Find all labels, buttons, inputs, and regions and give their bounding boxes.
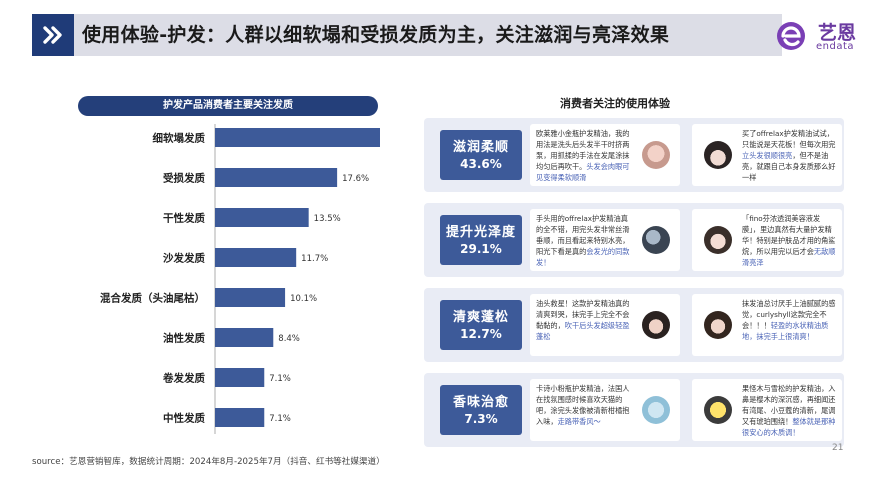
avatar xyxy=(704,396,732,424)
panel-label-text: 香味治愈 xyxy=(452,395,509,410)
review-text: 买了offrelax护发精油试试，只能说是天花板！但每次用完立头发很顺很亮，但不… xyxy=(742,129,836,182)
bar xyxy=(215,248,297,267)
experience-panel-fragrance: 香味治愈 7.3% 卡诗小粉瓶护发精油，法国人在找氛围感时候喜欢天猫的吧，涂完头… xyxy=(424,373,844,447)
section-heading: 消费者关注的使用体验 xyxy=(560,97,670,110)
avatar xyxy=(642,141,670,169)
review-text: 欧莱雅小金瓶护发精油，我的用法是洗头后头发半干时挤两泵，用抓揉的手法在发尾涂抹均… xyxy=(536,129,630,182)
panel-label: 滋润柔顺 43.6% xyxy=(440,130,522,180)
panel-label-percent: 29.1% xyxy=(460,242,502,256)
avatar xyxy=(642,396,670,424)
avatar xyxy=(642,311,670,339)
panel-label-percent: 7.3% xyxy=(464,412,498,426)
panel-label-text: 提升光泽度 xyxy=(445,225,516,240)
review-text: 果怪木与雪松的护发精油，入鼻是樱木的深沉感，再细闻还有湾尾、小豆蔻的清新，尾调又… xyxy=(742,384,836,437)
experience-panel-shine: 提升光泽度 29.1% 手头用的offrelax护发精油真的全不错，用完头发非常… xyxy=(424,203,844,277)
review-card: 抹发油总讨厌手上油腻腻的感觉，curlyshyll这款完全不会！！！轻盈的水状精… xyxy=(692,294,842,356)
review-card: 卡诗小粉瓶护发精油，法国人在找氛围感时候喜欢天猫的吧，涂完头发像被清新柑橘抱入味… xyxy=(530,379,680,441)
review-card: 油头救星！这款护发精油真的清爽到哭，抹完手上完全不会黏黏的，吹干后头发超级轻盈蓬… xyxy=(530,294,680,356)
review-text: 抹发油总讨厌手上油腻腻的感觉，curlyshyll这款完全不会！！！轻盈的水状精… xyxy=(742,299,836,341)
avatar xyxy=(704,311,732,339)
review-text: 手头用的offrelax护发精油真的全不错，用完头发非常丝滑垂顺，而且看起来特别… xyxy=(536,214,630,267)
hair-type-bar-chart: 细软塌发质24.5%受损发质17.6%干性发质13.5%沙发发质11.7%混合发… xyxy=(100,124,380,434)
chart-title: 护发产品消费者主要关注发质 xyxy=(78,96,378,116)
panel-label-text: 滋润柔顺 xyxy=(452,140,509,155)
review-card: 手头用的offrelax护发精油真的全不错，用完头发非常丝滑垂顺，而且看起来特别… xyxy=(530,209,680,271)
endata-logo xyxy=(777,22,805,50)
panel-label-percent: 12.7% xyxy=(460,327,502,341)
panel-label: 清爽蓬松 12.7% xyxy=(440,300,522,350)
review-card: 「fino芬浓透润美容液发膜」，里边真然有大量护发精华！特别是护肤品才用的角鲨烷… xyxy=(692,209,842,271)
avatar xyxy=(642,226,670,254)
category-label: 沙发发质 xyxy=(163,252,205,265)
bar xyxy=(215,208,309,227)
panel-label-percent: 43.6% xyxy=(460,157,502,171)
value-label: 13.5% xyxy=(314,214,341,224)
review-text: 卡诗小粉瓶护发精油，法国人在找氛围感时候喜欢天猫的吧，涂完头发像被清新柑橘抱入味… xyxy=(536,384,630,426)
double-chevron-right-icon xyxy=(32,14,74,56)
avatar xyxy=(704,226,732,254)
bar xyxy=(215,128,380,147)
experience-panel-fresh: 清爽蓬松 12.7% 油头救星！这款护发精油真的清爽到哭，抹完手上完全不会黏黏的… xyxy=(424,288,844,362)
category-label: 干性发质 xyxy=(163,212,205,225)
panel-label: 提升光泽度 29.1% xyxy=(440,215,522,265)
category-label: 中性发质 xyxy=(163,412,205,425)
category-label: 油性发质 xyxy=(163,332,205,345)
title-bar xyxy=(32,14,782,56)
review-text: 「fino芬浓透润美容液发膜」，里边真然有大量护发精华！特别是护肤品才用的角鲨烷… xyxy=(742,214,836,267)
review-card: 买了offrelax护发精油试试，只能说是天花板！但每次用完立头发很顺很亮，但不… xyxy=(692,124,842,186)
bar xyxy=(215,288,286,307)
value-label: 7.1% xyxy=(269,374,291,384)
value-label: 7.1% xyxy=(269,414,291,424)
review-text: 油头救星！这款护发精油真的清爽到哭，抹完手上完全不会黏黏的，吹干后头发超级轻盈蓬… xyxy=(536,299,630,341)
bar xyxy=(215,168,338,187)
review-card: 欧莱雅小金瓶护发精油，我的用法是洗头后头发半干时挤两泵，用抓揉的手法在发尾涂抹均… xyxy=(530,124,680,186)
page-number: 21 xyxy=(832,443,844,453)
category-label: 细软塌发质 xyxy=(153,132,206,145)
category-label: 受损发质 xyxy=(163,172,205,185)
experience-panel-moisturizing: 滋润柔顺 43.6% 欧莱雅小金瓶护发精油，我的用法是洗头后头发半干时挤两泵，用… xyxy=(424,118,844,192)
category-label: 卷发发质 xyxy=(162,372,205,385)
bar xyxy=(215,328,274,347)
bar xyxy=(215,368,265,387)
source-note: source：艺恩营销智库，数据统计周期：2024年8月-2025年7月（抖音、… xyxy=(32,457,385,467)
panel-label: 香味治愈 7.3% xyxy=(440,385,522,435)
bar xyxy=(215,408,265,427)
page-title: 使用体验-护发：人群以细软塌和受损发质为主，关注滋润与亮泽效果 xyxy=(82,24,670,46)
panel-label-text: 清爽蓬松 xyxy=(452,310,509,325)
value-label: 10.1% xyxy=(290,294,317,304)
logo-english-name: endata xyxy=(816,41,855,52)
category-label: 混合发质（头油尾枯） xyxy=(100,292,205,305)
value-label: 8.4% xyxy=(278,334,300,344)
logo-chinese-name: 艺恩 xyxy=(818,22,857,44)
avatar xyxy=(704,141,732,169)
value-label: 11.7% xyxy=(301,254,328,264)
value-label: 17.6% xyxy=(342,174,369,184)
review-card: 果怪木与雪松的护发精油，入鼻是樱木的深沉感，再细闻还有湾尾、小豆蔻的清新，尾调又… xyxy=(692,379,842,441)
